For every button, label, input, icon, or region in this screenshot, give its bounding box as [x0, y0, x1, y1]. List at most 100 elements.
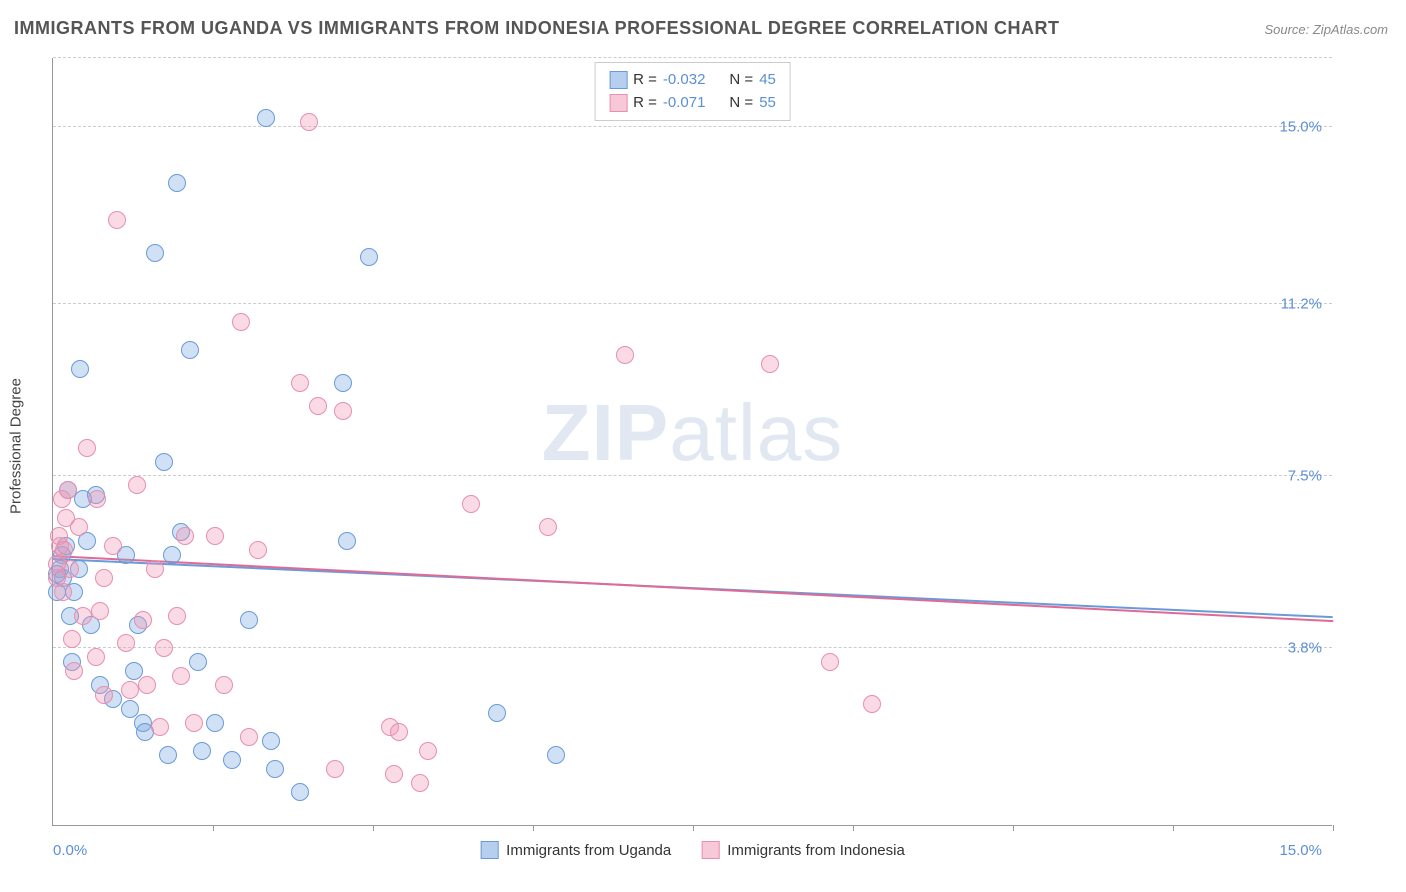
scatter-point — [88, 490, 106, 508]
scatter-point — [326, 760, 344, 778]
series-name: Immigrants from Uganda — [506, 842, 671, 859]
chart-plot-area: ZIPatlas R = -0.032 N = 45 R = -0.071 N = 5… — [52, 58, 1332, 826]
legend-swatch — [609, 94, 627, 112]
scatter-point — [168, 607, 186, 625]
source-text: Source: ZipAtlas.com — [1264, 22, 1388, 37]
scatter-point — [71, 360, 89, 378]
x-tick-mark — [693, 825, 694, 831]
scatter-point — [385, 765, 403, 783]
legend-n-label: N = — [729, 92, 753, 115]
x-axis-min-label: 0.0% — [53, 842, 87, 859]
scatter-point — [155, 639, 173, 657]
scatter-point — [249, 541, 267, 559]
scatter-point — [95, 686, 113, 704]
scatter-point — [78, 439, 96, 457]
scatter-point — [411, 774, 429, 792]
scatter-point — [59, 481, 77, 499]
scatter-point — [240, 728, 258, 746]
scatter-point — [240, 611, 258, 629]
legend-r-label: R = — [633, 92, 657, 115]
scatter-point — [95, 569, 113, 587]
x-tick-mark — [1013, 825, 1014, 831]
scatter-point — [55, 541, 73, 559]
x-tick-mark — [533, 825, 534, 831]
scatter-point — [334, 402, 352, 420]
x-tick-mark — [1333, 825, 1334, 831]
scatter-point — [63, 630, 81, 648]
scatter-point — [539, 518, 557, 536]
legend-r-value: -0.032 — [663, 69, 706, 92]
legend-item: Immigrants from Uganda — [480, 841, 671, 859]
x-axis-max-label: 15.0% — [1279, 842, 1322, 859]
legend-r-value: -0.071 — [663, 92, 706, 115]
x-tick-mark — [1173, 825, 1174, 831]
legend-n-value: 45 — [759, 69, 776, 92]
gridline — [53, 303, 1332, 304]
scatter-point — [176, 527, 194, 545]
scatter-point — [616, 346, 634, 364]
scatter-point — [547, 746, 565, 764]
scatter-point — [70, 518, 88, 536]
scatter-point — [821, 653, 839, 671]
scatter-point — [168, 174, 186, 192]
series-legend: Immigrants from Uganda Immigrants from In… — [480, 841, 905, 859]
scatter-point — [334, 374, 352, 392]
y-axis-label: Professional Degree — [8, 378, 25, 514]
scatter-point — [206, 714, 224, 732]
scatter-point — [266, 760, 284, 778]
scatter-point — [300, 113, 318, 131]
gridline — [53, 475, 1332, 476]
scatter-point — [146, 560, 164, 578]
scatter-point — [193, 742, 211, 760]
scatter-point — [189, 653, 207, 671]
scatter-point — [159, 746, 177, 764]
gridline — [53, 647, 1332, 648]
scatter-point — [104, 537, 122, 555]
chart-title: IMMIGRANTS FROM UGANDA VS IMMIGRANTS FRO… — [14, 18, 1060, 39]
legend-n-value: 55 — [759, 92, 776, 115]
y-tick-label: 15.0% — [1279, 118, 1322, 135]
scatter-point — [181, 341, 199, 359]
scatter-point — [257, 109, 275, 127]
scatter-point — [419, 742, 437, 760]
scatter-point — [291, 783, 309, 801]
scatter-point — [223, 751, 241, 769]
scatter-point — [488, 704, 506, 722]
scatter-point — [761, 355, 779, 373]
x-tick-mark — [853, 825, 854, 831]
legend-r-label: R = — [633, 69, 657, 92]
scatter-point — [863, 695, 881, 713]
scatter-point — [462, 495, 480, 513]
scatter-point — [138, 676, 156, 694]
scatter-point — [134, 611, 152, 629]
scatter-point — [91, 602, 109, 620]
scatter-point — [121, 681, 139, 699]
gridline — [53, 57, 1332, 58]
legend-row: R = -0.032 N = 45 — [609, 69, 776, 92]
y-tick-label: 11.2% — [1281, 295, 1322, 312]
scatter-point — [87, 648, 105, 666]
x-tick-mark — [213, 825, 214, 831]
gridline — [53, 126, 1332, 127]
legend-swatch — [609, 71, 627, 89]
scatter-point — [360, 248, 378, 266]
legend-n-label: N = — [729, 69, 753, 92]
legend-row: R = -0.071 N = 55 — [609, 92, 776, 115]
scatter-point — [309, 397, 327, 415]
scatter-point — [338, 532, 356, 550]
series-name: Immigrants from Indonesia — [727, 842, 905, 859]
scatter-point — [185, 714, 203, 732]
scatter-point — [262, 732, 280, 750]
scatter-point — [146, 244, 164, 262]
scatter-point — [172, 667, 190, 685]
watermark-text: ZIPatlas — [542, 386, 843, 478]
scatter-point — [291, 374, 309, 392]
legend-swatch — [701, 841, 719, 859]
scatter-point — [128, 476, 146, 494]
correlation-legend: R = -0.032 N = 45 R = -0.071 N = 55 — [594, 62, 791, 121]
scatter-point — [163, 546, 181, 564]
y-tick-label: 7.5% — [1288, 467, 1322, 484]
x-tick-mark — [373, 825, 374, 831]
scatter-point — [108, 211, 126, 229]
y-tick-label: 3.8% — [1288, 640, 1322, 657]
